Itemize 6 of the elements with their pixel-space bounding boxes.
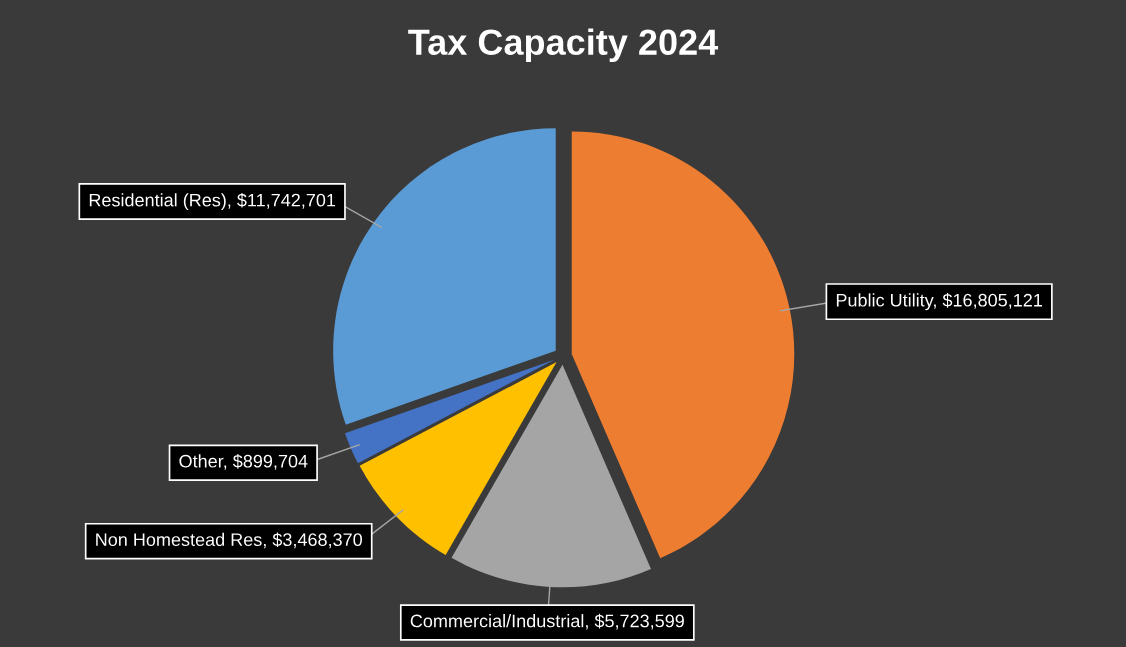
chart-title: Tax Capacity 2024 [408, 28, 719, 63]
slice-label: Public Utility, $16,805,121 [836, 293, 1042, 311]
slice-label: Residential (Res), $11,742,701 [89, 192, 336, 211]
slice-label: Commercial/Industrial, $5,723,599 [410, 613, 684, 630]
slice-label: Non Homestead Res, $3,468,370 [96, 532, 362, 549]
slice-label: Other, $899,704 [179, 454, 308, 470]
